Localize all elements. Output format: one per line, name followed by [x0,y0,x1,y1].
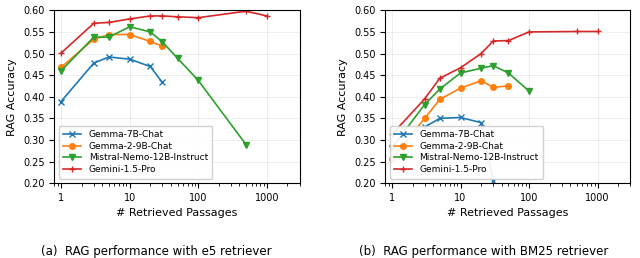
Gemini-1.5-Pro [421,97,429,100]
Gemma-7B-Chat [436,117,444,120]
Line: Mistral-Nemo-12B-Instruct: Mistral-Nemo-12B-Instruct [389,63,532,150]
Gemma-7B-Chat [147,65,154,68]
Mistral-Nemo-12B-Instruct [504,71,512,75]
Gemma-2-9B-Chat [388,157,396,160]
Mistral-Nemo-12B-Instruct [90,36,98,39]
Gemini-1.5-Pro [147,14,154,18]
Gemma-2-9B-Chat [421,117,429,120]
X-axis label: # Retrieved Passages: # Retrieved Passages [447,208,568,219]
Gemini-1.5-Pro [504,39,512,42]
Gemini-1.5-Pro [477,52,485,55]
Legend: Gemma-7B-Chat, Gemma-2-9B-Chat, Mistral-Nemo-12B-Instruct, Gemini-1.5-Pro: Gemma-7B-Chat, Gemma-2-9B-Chat, Mistral-… [59,125,212,179]
Y-axis label: RAG Accuracy: RAG Accuracy [8,58,17,136]
Gemma-7B-Chat [490,180,497,183]
Gemma-2-9B-Chat [105,33,113,36]
Gemini-1.5-Pro [573,30,581,33]
Gemini-1.5-Pro [525,30,533,34]
Mistral-Nemo-12B-Instruct [159,40,166,43]
Mistral-Nemo-12B-Instruct [57,69,65,72]
Mistral-Nemo-12B-Instruct [147,30,154,34]
Gemma-7B-Chat [421,125,429,128]
Mistral-Nemo-12B-Instruct [105,36,113,39]
Mistral-Nemo-12B-Instruct [243,143,250,146]
Line: Mistral-Nemo-12B-Instruct: Mistral-Nemo-12B-Instruct [58,24,249,148]
Gemini-1.5-Pro [105,21,113,24]
Gemma-2-9B-Chat [126,33,134,36]
Gemini-1.5-Pro [195,16,202,19]
Gemma-2-9B-Chat [436,98,444,101]
Gemini-1.5-Pro [490,39,497,43]
Gemma-7B-Chat [159,81,166,84]
Gemma-2-9B-Chat [457,87,465,90]
Gemma-2-9B-Chat [490,86,497,89]
Gemma-2-9B-Chat [159,45,166,48]
Gemini-1.5-Pro [436,77,444,80]
Gemini-1.5-Pro [243,10,250,13]
Line: Gemma-2-9B-Chat: Gemma-2-9B-Chat [58,32,165,70]
Gemma-2-9B-Chat [57,66,65,69]
Mistral-Nemo-12B-Instruct [126,25,134,28]
Gemini-1.5-Pro [126,18,134,21]
Text: (a)  RAG performance with e5 retriever: (a) RAG performance with e5 retriever [42,245,272,258]
Mistral-Nemo-12B-Instruct [436,87,444,91]
Gemma-7B-Chat [105,55,113,59]
Mistral-Nemo-12B-Instruct [477,67,485,70]
Mistral-Nemo-12B-Instruct [421,103,429,106]
Gemini-1.5-Pro [57,52,65,55]
Gemma-7B-Chat [477,121,485,124]
Mistral-Nemo-12B-Instruct [525,90,533,93]
Gemma-2-9B-Chat [147,40,154,43]
Mistral-Nemo-12B-Instruct [195,79,202,82]
Y-axis label: RAG Accuracy: RAG Accuracy [339,58,348,136]
Gemma-7B-Chat [90,61,98,64]
Mistral-Nemo-12B-Instruct [388,146,396,149]
Gemini-1.5-Pro [90,22,98,25]
Gemma-2-9B-Chat [90,38,98,41]
Gemini-1.5-Pro [457,66,465,69]
Gemini-1.5-Pro [159,14,166,18]
Line: Gemma-7B-Chat: Gemma-7B-Chat [422,115,496,184]
Mistral-Nemo-12B-Instruct [173,57,181,60]
Gemma-7B-Chat [457,116,465,119]
Line: Gemma-7B-Chat: Gemma-7B-Chat [58,54,165,104]
Gemma-7B-Chat [57,100,65,103]
Line: Gemma-2-9B-Chat: Gemma-2-9B-Chat [389,78,511,161]
Gemma-2-9B-Chat [504,84,512,87]
X-axis label: # Retrieved Passages: # Retrieved Passages [116,208,237,219]
Gemma-2-9B-Chat [477,79,485,82]
Gemini-1.5-Pro [388,133,396,136]
Legend: Gemma-7B-Chat, Gemma-2-9B-Chat, Mistral-Nemo-12B-Instruct, Gemini-1.5-Pro: Gemma-7B-Chat, Gemma-2-9B-Chat, Mistral-… [390,125,543,179]
Line: Gemini-1.5-Pro: Gemini-1.5-Pro [388,28,601,138]
Gemini-1.5-Pro [173,15,181,18]
Mistral-Nemo-12B-Instruct [457,71,465,75]
Gemini-1.5-Pro [594,30,602,33]
Line: Gemini-1.5-Pro: Gemini-1.5-Pro [58,8,270,57]
Gemini-1.5-Pro [263,14,271,18]
Gemma-7B-Chat [126,58,134,61]
Mistral-Nemo-12B-Instruct [490,64,497,67]
Text: (b)  RAG performance with BM25 retriever: (b) RAG performance with BM25 retriever [358,245,608,258]
